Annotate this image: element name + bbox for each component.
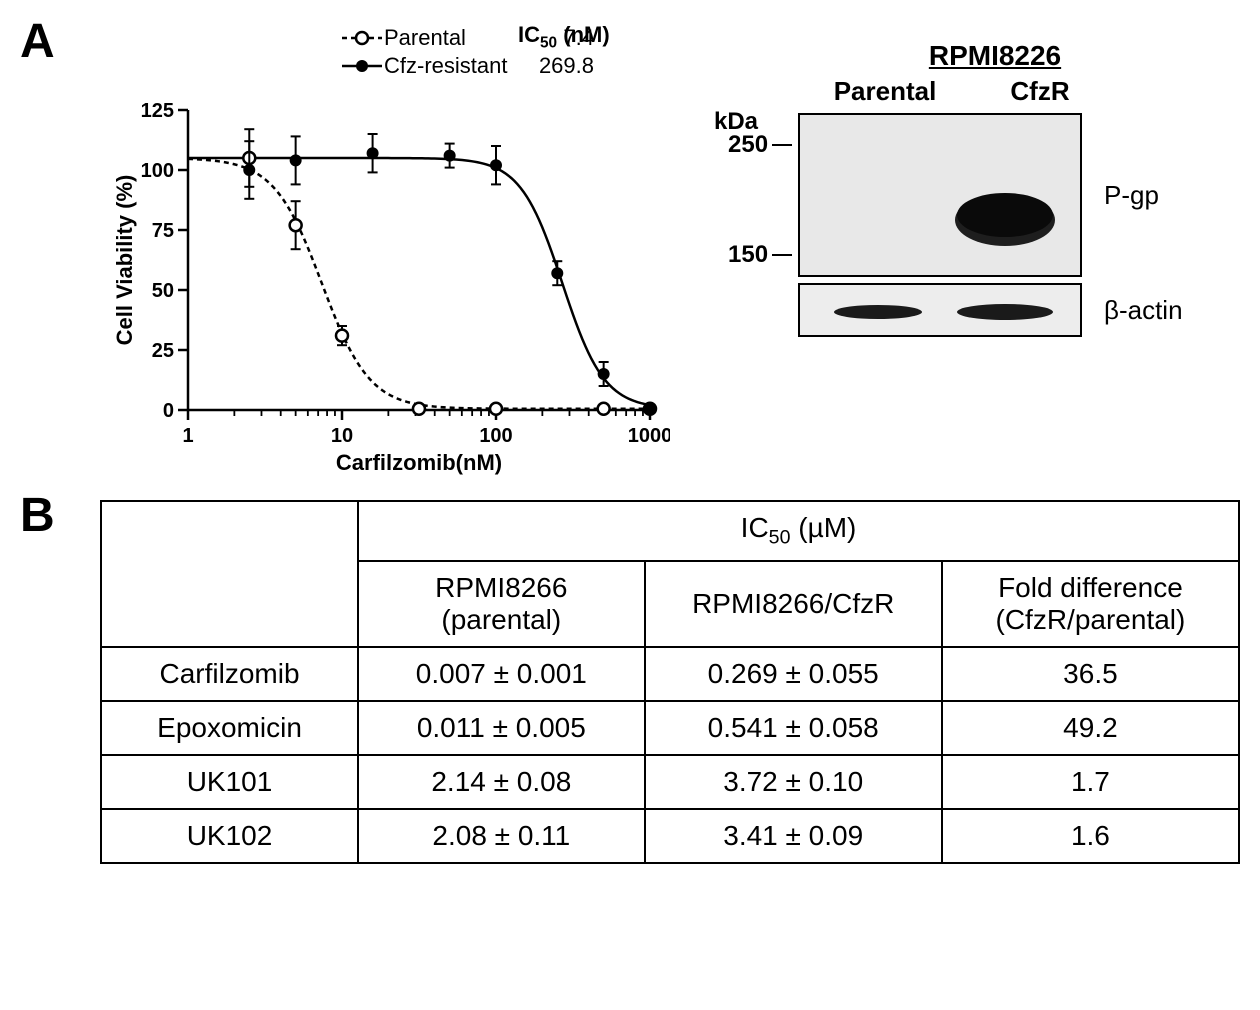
actin-blot-box	[798, 283, 1082, 337]
blot-row-pgp: 250 150 P-gp	[720, 113, 1210, 277]
table-row: Epoxomicin0.011 ± 0.0050.541 ± 0.05849.2	[101, 701, 1239, 755]
col-cfzr: RPMI8266/CfzR	[645, 561, 942, 647]
table-header-span-row: IC50 (µM)	[101, 501, 1239, 561]
svg-text:25: 25	[152, 340, 174, 362]
ic50-table: IC50 (µM) RPMI8266(parental) RPMI8266/Cf…	[100, 500, 1240, 864]
panel-a-label: A	[20, 14, 55, 69]
svg-text:1: 1	[182, 425, 193, 447]
table-cell: 36.5	[942, 647, 1239, 701]
col-parental: RPMI8266(parental)	[358, 561, 645, 647]
svg-text:75: 75	[152, 220, 174, 242]
table-row: UK1022.08 ± 0.113.41 ± 0.091.6	[101, 809, 1239, 863]
svg-text:100: 100	[141, 160, 174, 182]
table-cell: 3.72 ± 0.10	[645, 755, 942, 809]
svg-text:0: 0	[163, 400, 174, 422]
table-row: Carfilzomib0.007 ± 0.0010.269 ± 0.05536.…	[101, 647, 1239, 701]
svg-text:Carfilzomib(nM): Carfilzomib(nM)	[336, 450, 502, 475]
panel-b: B IC50 (µM) RPMI8266(parental) RPMI8266/…	[20, 500, 1240, 864]
table-cell: 0.007 ± 0.001	[358, 647, 645, 701]
legend-header: IC50 (nM)	[518, 22, 610, 52]
western-blot: RPMI8226 kDa Parental CfzR 250 150	[720, 40, 1210, 337]
table-cell: 3.41 ± 0.09	[645, 809, 942, 863]
legend-row: Cfz-resistant269.8	[340, 52, 594, 80]
table-header-span: IC50 (µM)	[358, 501, 1239, 561]
chart-svg: 1 10 100 1000 0 25 50 75 100 125 Carfilzomib(nM) Ce…	[110, 20, 670, 480]
table-cell: Epoxomicin	[101, 701, 358, 755]
svg-text:1000: 1000	[628, 425, 670, 447]
marker-150: 150	[728, 241, 792, 269]
pgp-blot-box	[798, 113, 1082, 277]
table-cell: UK102	[101, 809, 358, 863]
table-cell: 0.541 ± 0.058	[645, 701, 942, 755]
actin-label: β-actin	[1104, 295, 1183, 326]
dose-response-chart: 1 10 100 1000 0 25 50 75 100 125 Carfilzomib(nM) Ce…	[110, 20, 670, 480]
blot-column-headers: Parental CfzR	[820, 76, 1210, 107]
svg-text:10: 10	[331, 425, 353, 447]
figure-container: A 11010010000255075100125Carfilzomib(nM)…	[20, 20, 1240, 990]
table-cell: 1.6	[942, 809, 1239, 863]
svg-text:Cell Viability (%): Cell Viability (%)	[112, 175, 137, 346]
table-cell: 0.269 ± 0.055	[645, 647, 942, 701]
legend-label: Parental	[384, 25, 514, 51]
table-cell: 2.14 ± 0.08	[358, 755, 645, 809]
blot-col-parental: Parental	[820, 76, 950, 107]
panel-a: A 11010010000255075100125Carfilzomib(nM)…	[20, 20, 1240, 490]
svg-text:100: 100	[479, 425, 512, 447]
blot-row-actin: β-actin	[720, 283, 1210, 337]
table-cell: 2.08 ± 0.11	[358, 809, 645, 863]
svg-text:125: 125	[141, 100, 174, 122]
open-circle-icon	[340, 28, 384, 48]
blot-col-cfzr: CfzR	[990, 76, 1090, 107]
table-cell: Carfilzomib	[101, 647, 358, 701]
marker-250: 250	[728, 131, 792, 159]
table-cell: 0.011 ± 0.005	[358, 701, 645, 755]
col-fold: Fold difference(CfzR/parental)	[942, 561, 1239, 647]
svg-text:50: 50	[152, 280, 174, 302]
legend-label: Cfz-resistant	[384, 53, 514, 79]
table-row: UK1012.14 ± 0.083.72 ± 0.101.7	[101, 755, 1239, 809]
panel-b-label: B	[20, 488, 55, 543]
legend-ic50-value: 269.8	[514, 53, 594, 79]
table-cell: 1.7	[942, 755, 1239, 809]
pgp-label: P-gp	[1104, 180, 1159, 211]
chart-legend: IC50 (nM) Parental7.4 Cfz-resistant269.8	[340, 24, 594, 80]
filled-circle-icon	[340, 56, 384, 76]
table-cell: 49.2	[942, 701, 1239, 755]
table-cell: UK101	[101, 755, 358, 809]
blot-title: RPMI8226	[780, 40, 1210, 72]
